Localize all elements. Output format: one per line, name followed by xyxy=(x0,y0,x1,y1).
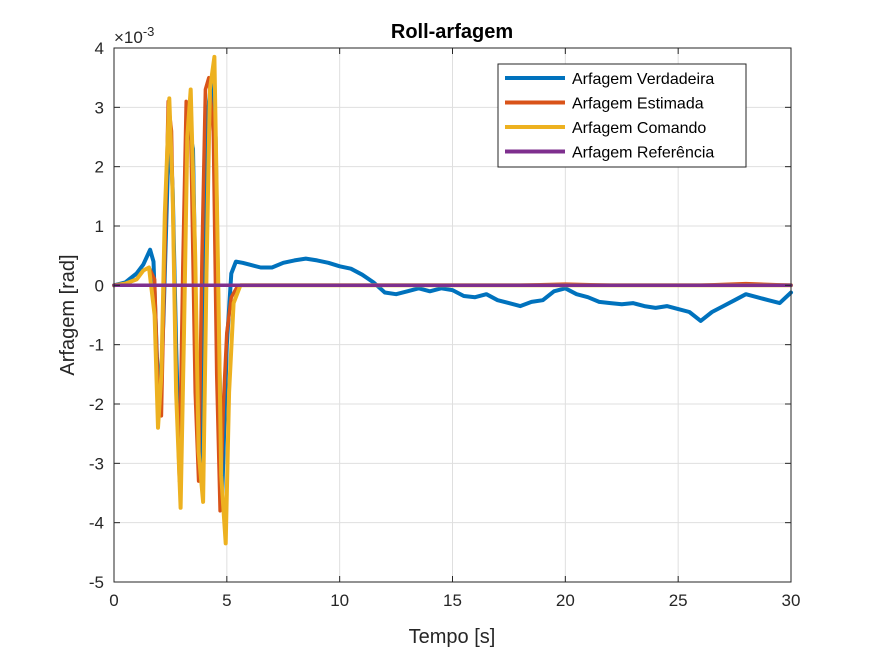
legend-label-1: Arfagem Verdadeira xyxy=(572,71,714,88)
x-tick-label: 0 xyxy=(109,591,118,610)
y-tick-label: 2 xyxy=(95,158,104,177)
legend-label-2: Arfagem Estimada xyxy=(572,96,704,113)
x-tick-label: 20 xyxy=(556,591,575,610)
ticks: 0 5 10 15 20 25 30 -5 -4 -3 -2 -1 0 1 2 3 4 xyxy=(89,39,801,610)
legend: Arfagem Verdadeira Arfagem Estimada Arfage… xyxy=(497,63,747,168)
y-tick-label: -5 xyxy=(89,573,104,592)
legend-label-4: Arfagem Referência xyxy=(572,145,714,162)
x-tick-label: 5 xyxy=(222,591,231,610)
y-tick-label: 3 xyxy=(95,98,104,117)
series-group xyxy=(112,54,793,546)
y-tick-label: 4 xyxy=(95,39,104,58)
x-axis-label: Tempo [s] xyxy=(409,626,496,648)
y-tick-label: -2 xyxy=(89,395,104,414)
y-tick-label: -3 xyxy=(89,454,104,473)
y-tick-label: -4 xyxy=(89,514,104,533)
y-exponent-base: ×10 xyxy=(114,28,143,47)
x-tick-label: 15 xyxy=(443,591,462,610)
x-tick-label: 10 xyxy=(330,591,349,610)
y-tick-label: 0 xyxy=(95,276,104,295)
y-exponent-power: -3 xyxy=(143,24,155,39)
y-tick-label: 1 xyxy=(95,217,104,236)
legend-label-3: Arfagem Comando xyxy=(572,120,706,137)
y-tick-label: -1 xyxy=(89,336,104,355)
chart-title: Roll-arfagem xyxy=(391,21,513,43)
y-exponent-label: ×10-3 xyxy=(114,24,154,47)
x-tick-label: 30 xyxy=(782,591,801,610)
x-tick-label: 25 xyxy=(669,591,688,610)
y-axis-label: Arfagem [rad] xyxy=(57,254,79,375)
